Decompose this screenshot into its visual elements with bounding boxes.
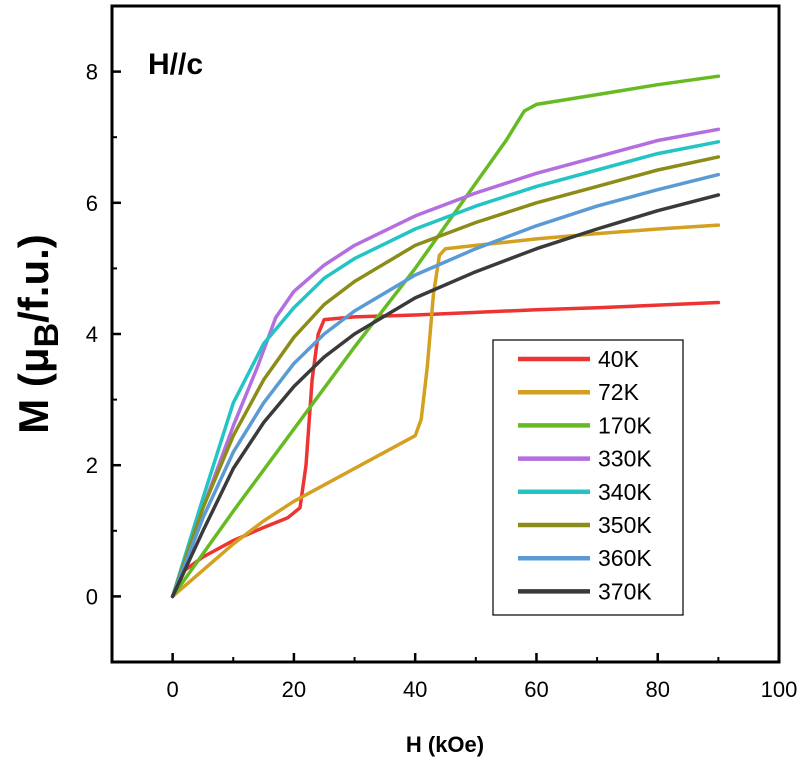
x-tick-label: 40 [403, 677, 427, 702]
x-axis-title: H (kOe) [406, 732, 484, 757]
series-line-72K [170, 223, 721, 599]
y-axis-title-sub: B [28, 323, 66, 348]
y-axis: 0 2 4 6 8 [86, 5, 121, 663]
series-layer [170, 74, 721, 599]
legend-box [492, 339, 684, 616]
y-tick-label: 4 [86, 322, 98, 347]
y-axis-title-main: M (μ [10, 347, 57, 433]
y-tick-label: 2 [86, 453, 98, 478]
series-line-170K [170, 74, 721, 599]
legend-label-72K: 72K [598, 379, 640, 405]
legend-label-340K: 340K [598, 479, 652, 505]
series-line-350K [170, 155, 721, 599]
x-tick-label: 80 [645, 677, 669, 702]
y-tick-label: 8 [86, 60, 98, 85]
x-tick-label: 100 [761, 677, 798, 702]
legend-label-170K: 170K [598, 412, 652, 438]
series-line-340K [170, 140, 721, 599]
x-tick-label: 0 [167, 677, 179, 702]
legend-label-370K: 370K [598, 578, 652, 604]
y-axis-title-tail: /f.u.) [10, 234, 57, 323]
x-tick-label: 60 [524, 677, 548, 702]
series-line-40K [170, 300, 721, 599]
series-line-370K [170, 193, 721, 599]
legend-label-330K: 330K [598, 446, 652, 472]
legend-label-360K: 360K [598, 545, 652, 571]
y-tick-label: 0 [86, 584, 98, 609]
legend-label-350K: 350K [598, 512, 652, 538]
y-axis-title: M (μB/f.u.) [10, 234, 66, 434]
y-tick-label: 6 [86, 191, 98, 216]
x-axis: 0 20 40 60 80 100 [111, 653, 798, 702]
series-line-360K [170, 172, 721, 599]
legend: 40K 72K 170K 330K 340K 350K 360K 370K [518, 346, 652, 604]
panel-label: H//c [148, 48, 203, 81]
x-tick-label: 20 [282, 677, 306, 702]
legend-label-40K: 40K [598, 346, 640, 372]
series-line-330K [170, 127, 721, 599]
